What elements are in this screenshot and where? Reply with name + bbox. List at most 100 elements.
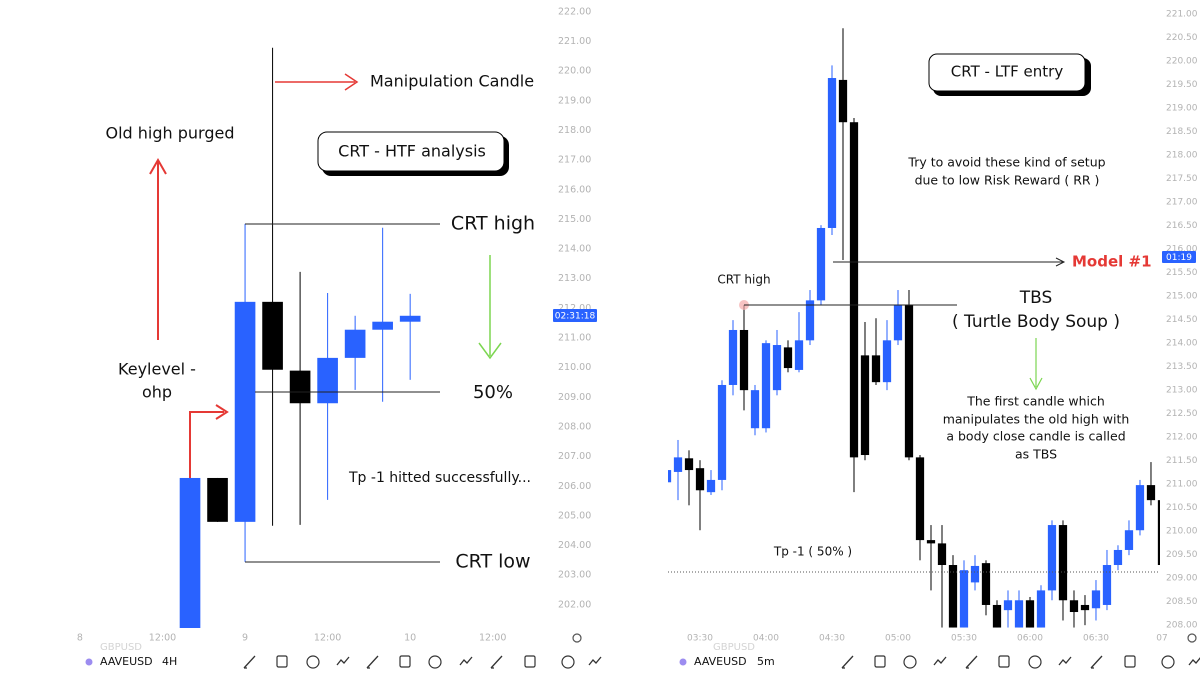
watermark: GBPUSD — [100, 642, 142, 653]
x-tick-label: 12:00 — [479, 633, 506, 644]
candle-body — [761, 343, 771, 429]
y-tick-label: 213.50 — [1166, 362, 1198, 372]
candle-body — [1025, 600, 1035, 628]
candle-body — [1069, 600, 1079, 613]
toolbar-icon[interactable] — [1090, 655, 1103, 669]
toolbar-icon[interactable] — [306, 655, 320, 669]
y-tick-label: 202.00 — [558, 599, 591, 610]
red-arrow-head — [344, 73, 359, 91]
candle-body — [794, 340, 804, 370]
annotation: The first candle which — [966, 394, 1105, 409]
y-tick-label: 214.00 — [558, 244, 591, 255]
candle-body — [728, 329, 738, 385]
chart: 221.00 220.50 220.00 219.50 219.00 218.50 218.… — [668, 10, 1198, 644]
symbol[interactable]: AAVEUSD — [100, 655, 153, 668]
candle-body — [849, 122, 859, 458]
y-tick-label: 213.00 — [558, 273, 591, 284]
toolbar-icon[interactable] — [903, 655, 917, 669]
y-tick-label: 217.00 — [558, 155, 591, 166]
annotation: manipulates the old high with — [943, 412, 1130, 427]
y-tick-label: 212.50 — [1166, 409, 1198, 419]
candle-body — [970, 565, 980, 583]
toolbar-icon[interactable] — [841, 655, 854, 669]
toolbar-icon[interactable] — [490, 655, 503, 669]
toolbar-icon[interactable] — [1028, 655, 1042, 669]
candle-body — [992, 604, 1002, 628]
toolbar-icon[interactable] — [588, 656, 602, 666]
y-tick-label: 208.50 — [1166, 597, 1198, 607]
annotation: Try to avoid these kind of setup — [907, 155, 1105, 170]
x-tick-label: 8 — [77, 633, 83, 644]
toolbar-icon[interactable] — [874, 655, 886, 668]
annotation: Tp -1 ( 50% ) — [773, 545, 852, 559]
toolbar-icon[interactable] — [998, 655, 1010, 668]
candle-body — [1014, 600, 1024, 628]
y-tick-label: 220.50 — [1166, 33, 1198, 43]
toolbar-icon[interactable] — [428, 655, 442, 669]
toolbar-icon[interactable] — [561, 655, 575, 669]
label-box — [317, 131, 505, 172]
x-tick-label: 04:00 — [753, 634, 779, 644]
annotation: Tp -1 hitted successfully... — [348, 470, 531, 486]
y-tick-label: 214.00 — [1166, 339, 1198, 349]
y-tick-label: 219.50 — [1166, 80, 1198, 90]
y-tick-label: 203.00 — [558, 570, 591, 581]
candle-body — [926, 540, 936, 544]
annotation: a body close candle is called — [946, 429, 1125, 444]
y-tick-label: 215.00 — [558, 214, 591, 225]
y-tick-label: 209.50 — [1166, 550, 1198, 560]
candle-body — [1135, 485, 1145, 531]
toolbar-icons — [243, 655, 1200, 669]
candle-body — [668, 470, 672, 483]
toolbar-icon[interactable] — [399, 655, 411, 668]
annotation: ( Turtle Body Soup ) — [952, 312, 1120, 332]
price-tag: 02:31:18 — [555, 312, 596, 322]
toolbar-icon[interactable] — [366, 655, 379, 669]
candle-body — [1157, 500, 1160, 566]
x-tick-label: 06:30 — [1083, 634, 1109, 644]
y-tick-label: 206.00 — [558, 481, 591, 492]
toolbar-icon[interactable] — [524, 655, 536, 668]
settings-button[interactable] — [572, 633, 582, 643]
candle-body — [805, 300, 815, 341]
symbol[interactable]: AAVEUSD — [694, 655, 747, 668]
interval[interactable]: 4H — [162, 655, 177, 668]
candle-body — [893, 305, 903, 341]
y-tick-label: 219.00 — [558, 95, 591, 106]
price-tag-box — [553, 309, 597, 322]
toolbar-icon[interactable] — [1161, 655, 1175, 669]
toolbar-icon[interactable] — [933, 656, 947, 666]
toolbar-icon[interactable] — [243, 655, 256, 669]
annotation: Old high purged — [106, 124, 235, 143]
toolbar-icon[interactable] — [965, 655, 978, 669]
y-tick-label: 217.00 — [1166, 198, 1198, 208]
toolbar-icon[interactable] — [1124, 655, 1136, 668]
interval[interactable]: 5m — [757, 655, 775, 668]
candle-body — [981, 563, 991, 605]
red-arrow-head — [215, 404, 229, 420]
y-tick-label: 216.50 — [1166, 221, 1198, 231]
toolbar-icon[interactable] — [336, 656, 350, 666]
toolbar-icon[interactable] — [459, 656, 473, 666]
x-tick-label: 07 — [1156, 634, 1167, 644]
toolbar-icon[interactable] — [1188, 657, 1200, 666]
annotation: CRT low — [455, 551, 530, 573]
candle-body — [937, 543, 947, 566]
candle-body — [838, 79, 848, 123]
candle-body — [739, 329, 749, 391]
y-tick-label: 213.00 — [1166, 386, 1198, 396]
toolbar-icon[interactable] — [1058, 656, 1072, 666]
y-tick-label: 218.00 — [558, 125, 591, 136]
y-tick-label: 215.50 — [1166, 268, 1198, 278]
plot — [668, 28, 1160, 628]
x-tick-label: 04:30 — [819, 634, 845, 644]
y-tick-label: 216.00 — [1166, 245, 1198, 255]
x-tick-label: 06:00 — [1017, 634, 1043, 644]
candle-body — [1102, 565, 1112, 605]
toolbar-icon[interactable] — [276, 655, 288, 668]
candle-body — [860, 355, 870, 456]
green-arrow-head — [1029, 377, 1043, 391]
settings-button[interactable] — [1187, 633, 1197, 643]
y-tick-label: 208.00 — [558, 421, 591, 432]
y-tick-label: 212.00 — [1166, 433, 1198, 443]
